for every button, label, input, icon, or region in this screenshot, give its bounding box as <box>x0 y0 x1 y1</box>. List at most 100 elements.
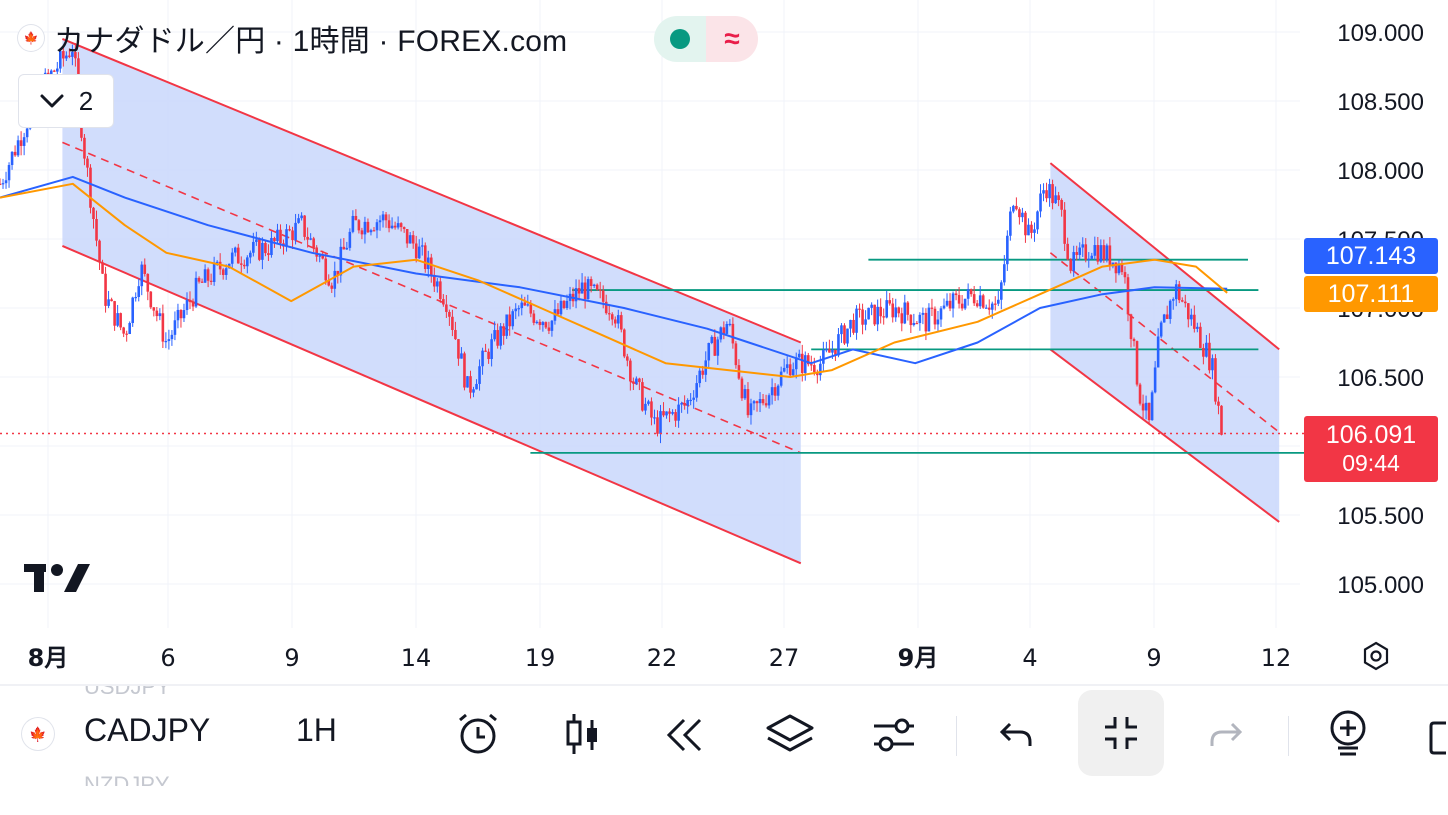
candle-body <box>1117 263 1121 274</box>
candle-body <box>306 236 309 240</box>
chart-legend[interactable]: 🍁 カナダドル／円 · 1時間 · FOREX.com <box>18 16 567 60</box>
layers-icon[interactable] <box>764 712 816 756</box>
moving-averages <box>0 175 1228 378</box>
candle-body <box>1021 212 1024 218</box>
candle-body <box>113 301 116 326</box>
candle-body <box>300 215 303 219</box>
last-price-label: 106.091 09:44 <box>1304 416 1438 482</box>
candle-body <box>393 225 397 228</box>
candle-body <box>909 314 913 326</box>
candle-body <box>933 308 937 325</box>
candle-body <box>411 235 415 244</box>
candle-body <box>924 312 928 332</box>
candle-body <box>918 314 922 324</box>
candle-body <box>897 307 901 314</box>
candle-body <box>671 412 674 414</box>
settings-hexagon-icon[interactable] <box>1363 641 1389 671</box>
candle-body <box>761 399 765 404</box>
candle-body <box>131 297 135 324</box>
candle-body <box>806 355 810 365</box>
candle-body <box>390 225 394 229</box>
candle-body <box>927 307 931 332</box>
candle-body <box>478 366 481 384</box>
next-symbol-ghost: NZDJPY <box>84 772 170 786</box>
time-axis: 8月 6 9 14 19 22 27 9月 4 9 12 <box>28 644 1292 672</box>
candle-body <box>396 223 400 228</box>
candle-body <box>816 372 819 376</box>
candle-body <box>22 137 26 146</box>
candle-body <box>1039 193 1042 212</box>
candle-body <box>140 264 144 287</box>
candle-body <box>13 151 17 156</box>
candle-body <box>876 306 879 325</box>
candle-body <box>1012 205 1015 212</box>
market-status[interactable]: ≈ <box>654 16 758 62</box>
candle-body <box>7 165 11 181</box>
candle-body <box>813 365 816 373</box>
candle-body <box>810 364 813 366</box>
tradingview-logo-icon <box>24 560 90 604</box>
candle-body <box>1057 195 1060 201</box>
redo-icon[interactable] <box>1208 720 1244 750</box>
candle-body <box>258 239 261 260</box>
symbol-button[interactable]: CADJPY <box>84 712 211 748</box>
candle-body <box>574 288 578 302</box>
indicators-toggle-button[interactable]: 2 <box>18 74 114 128</box>
candle-body <box>1205 342 1208 357</box>
undo-icon[interactable] <box>998 720 1034 750</box>
candle-body <box>966 289 970 299</box>
candle-body <box>764 403 768 406</box>
candle-body <box>653 417 656 419</box>
candle-body <box>1174 284 1178 300</box>
candle-body <box>1211 358 1214 371</box>
candle-body <box>538 321 542 326</box>
candle-body <box>779 371 783 386</box>
candle-body <box>49 70 53 76</box>
candle-body <box>701 370 705 375</box>
alarm-clock-icon[interactable] <box>454 710 502 758</box>
candle-body <box>324 258 328 281</box>
candle-body <box>936 319 940 325</box>
replay-icon[interactable] <box>664 716 706 754</box>
time-tick-label: 14 <box>401 644 432 672</box>
candle-body <box>626 356 629 361</box>
candle-body <box>16 140 20 156</box>
candle-body <box>191 302 195 307</box>
price-chart[interactable]: 109.000108.500108.000107.500107.000106.5… <box>0 0 1448 686</box>
candle-body <box>879 306 882 317</box>
candle-body <box>246 257 249 267</box>
candles-icon[interactable] <box>562 710 602 758</box>
candle-body <box>463 353 466 388</box>
candle-body <box>436 281 439 287</box>
candle-body <box>110 299 113 302</box>
candle-body <box>1066 243 1069 260</box>
candle-body <box>843 325 846 344</box>
price-tick-label: 109.000 <box>1337 20 1424 47</box>
candle-body <box>1199 326 1202 348</box>
collapse-button[interactable] <box>1078 690 1164 776</box>
more-icon[interactable] <box>1428 720 1448 756</box>
add-indicator-icon[interactable] <box>1324 708 1372 758</box>
time-tick-label: 4 <box>1022 644 1037 672</box>
ma-blue-price-label: 107.143 <box>1304 238 1438 274</box>
candle-body <box>659 411 662 434</box>
candle-body <box>647 401 650 404</box>
candle-body <box>776 385 780 396</box>
candle-body <box>420 245 424 247</box>
settings-sliders-icon[interactable] <box>870 714 918 756</box>
candle-body <box>339 246 343 276</box>
candle-body <box>770 387 774 396</box>
candle-body <box>861 309 864 325</box>
interval-button[interactable]: 1H <box>296 712 337 748</box>
candle-body <box>788 364 792 376</box>
candle-body <box>954 293 958 296</box>
candle-body <box>782 367 786 372</box>
candle-body <box>957 295 961 304</box>
symbol-title[interactable]: カナダドル／円 · 1時間 · FOREX.com <box>54 25 568 58</box>
candle-body <box>939 308 943 320</box>
candle-body <box>758 399 762 404</box>
candle-body <box>1132 339 1136 342</box>
time-tick-label: 9月 <box>898 644 939 672</box>
candle-body <box>267 253 270 256</box>
channel-lower-line <box>1049 348 1280 523</box>
